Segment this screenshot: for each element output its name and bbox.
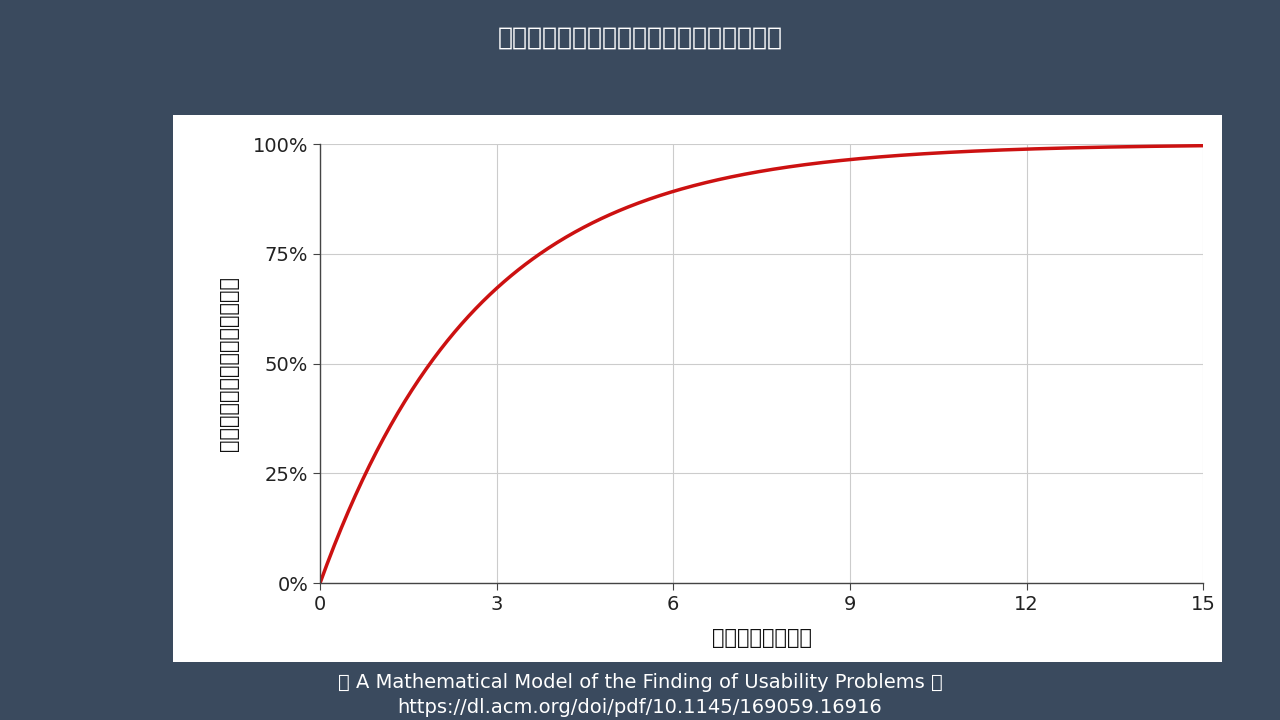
Text: テストユーザー数と発見される課題の関係: テストユーザー数と発見される課題の関係 — [498, 25, 782, 49]
X-axis label: テストユーザー数: テストユーザー数 — [712, 628, 812, 648]
Text: https://dl.acm.org/doi/pdf/10.1145/169059.16916: https://dl.acm.org/doi/pdf/10.1145/16905… — [398, 698, 882, 716]
Text: 「 A Mathematical Model of the Finding of Usability Problems 」: 「 A Mathematical Model of the Finding of… — [338, 673, 942, 692]
Y-axis label: 発見されるユーザビリティ問題: 発見されるユーザビリティ問題 — [219, 276, 239, 451]
